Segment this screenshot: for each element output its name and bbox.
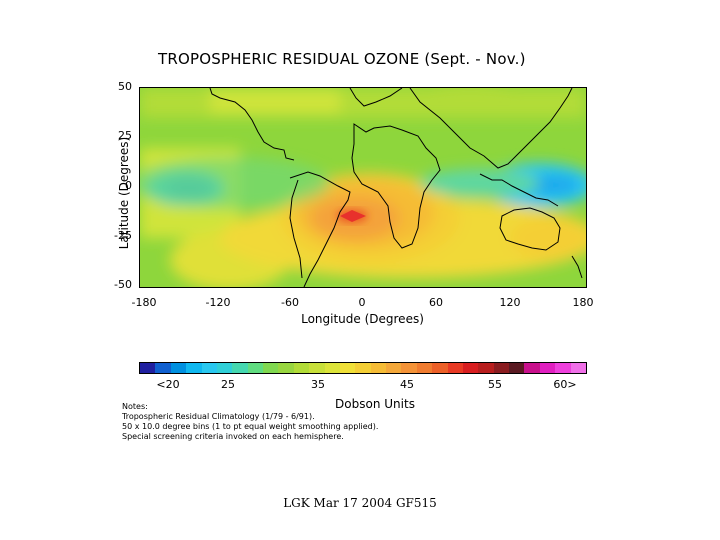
colorbar-segment [555,363,571,373]
colorbar-segment [416,363,433,373]
colorbar-segment [278,363,294,373]
y-axis-label: Latitude (Degrees) [117,136,131,250]
colorbar-label: <20 [156,378,180,391]
notes-block: Notes: Tropospheric Residual Climatology… [122,402,378,442]
lon-tick: -60 [281,296,299,309]
colorbar-segment [155,363,171,373]
notes-line: Tropospheric Residual Climatology (1/79 … [122,412,315,421]
africa-outline [351,123,441,249]
ozone-field [140,88,586,287]
colorbar-segment [263,363,279,373]
south-america-outline [289,171,351,287]
lon-tick: -120 [205,296,231,309]
colorbar-segment [186,363,202,373]
north-america-outline [209,88,295,161]
ozone-map-svg [140,88,586,287]
lat-tick: -50 [114,278,132,291]
colorbar-segment [524,363,540,373]
europe-outline [349,88,403,107]
footer-caption: LGK Mar 17 2004 GF515 [283,496,437,510]
lat-tick: 25 [118,129,132,142]
lat-tick: 0 [125,179,132,192]
lat-tick: 50 [118,80,132,93]
notes-line: 50 x 10.0 degree bins (1 to pt equal wei… [122,422,379,431]
lat-tick: -25 [114,229,132,242]
colorbar-segment [232,363,248,373]
australia-outline [499,207,561,251]
colorbar-segment [478,363,494,373]
colorbar-segment [539,363,556,373]
lon-tick: 120 [499,296,521,309]
colorbar-segment [247,363,263,373]
lon-tick: 180 [572,296,594,309]
colorbar-segment [216,363,233,373]
south-america-west-outline [289,179,303,279]
continent-outlines [209,88,583,287]
colorbar-segment [201,363,217,373]
colorbar-segment [509,363,525,373]
colorbar-segment [386,363,402,373]
map-title: TROPOSPHERIC RESIDUAL OZONE (Sept. - Nov… [158,50,526,68]
colorbar-label: 45 [400,378,414,391]
colorbar [139,362,587,374]
lon-tick: 0 [358,296,366,309]
colorbar-segment [140,363,156,373]
colorbar-segment [570,363,586,373]
colorbar-segment [170,363,187,373]
asia-outline [409,88,573,169]
colorbar-segment [447,363,463,373]
colorbar-segment [293,363,310,373]
colorbar-segment [355,363,371,373]
x-axis-label: Longitude (Degrees) [301,312,424,326]
indonesia-outline [479,173,559,207]
colorbar-label: 60> [553,378,577,391]
colorbar-segment [462,363,479,373]
colorbar-segment [339,363,356,373]
notes-line: Special screening criteria invoked on ea… [122,432,344,441]
units-label: Dobson Units [335,397,415,411]
colorbar-label: 25 [221,378,235,391]
notes-heading: Notes: [122,402,148,411]
lon-tick: -180 [131,296,157,309]
colorbar-segment [401,363,417,373]
colorbar-label: 55 [488,378,502,391]
ozone-map [139,87,587,288]
new-zealand-outline [571,255,583,279]
colorbar-segment [309,363,325,373]
colorbar-segment [432,363,448,373]
colorbar-label: 35 [311,378,325,391]
ozone-peak [340,210,366,222]
lon-tick: 60 [429,296,443,309]
colorbar-segment [370,363,386,373]
colorbar-segment [324,363,340,373]
colorbar-segment [493,363,509,373]
